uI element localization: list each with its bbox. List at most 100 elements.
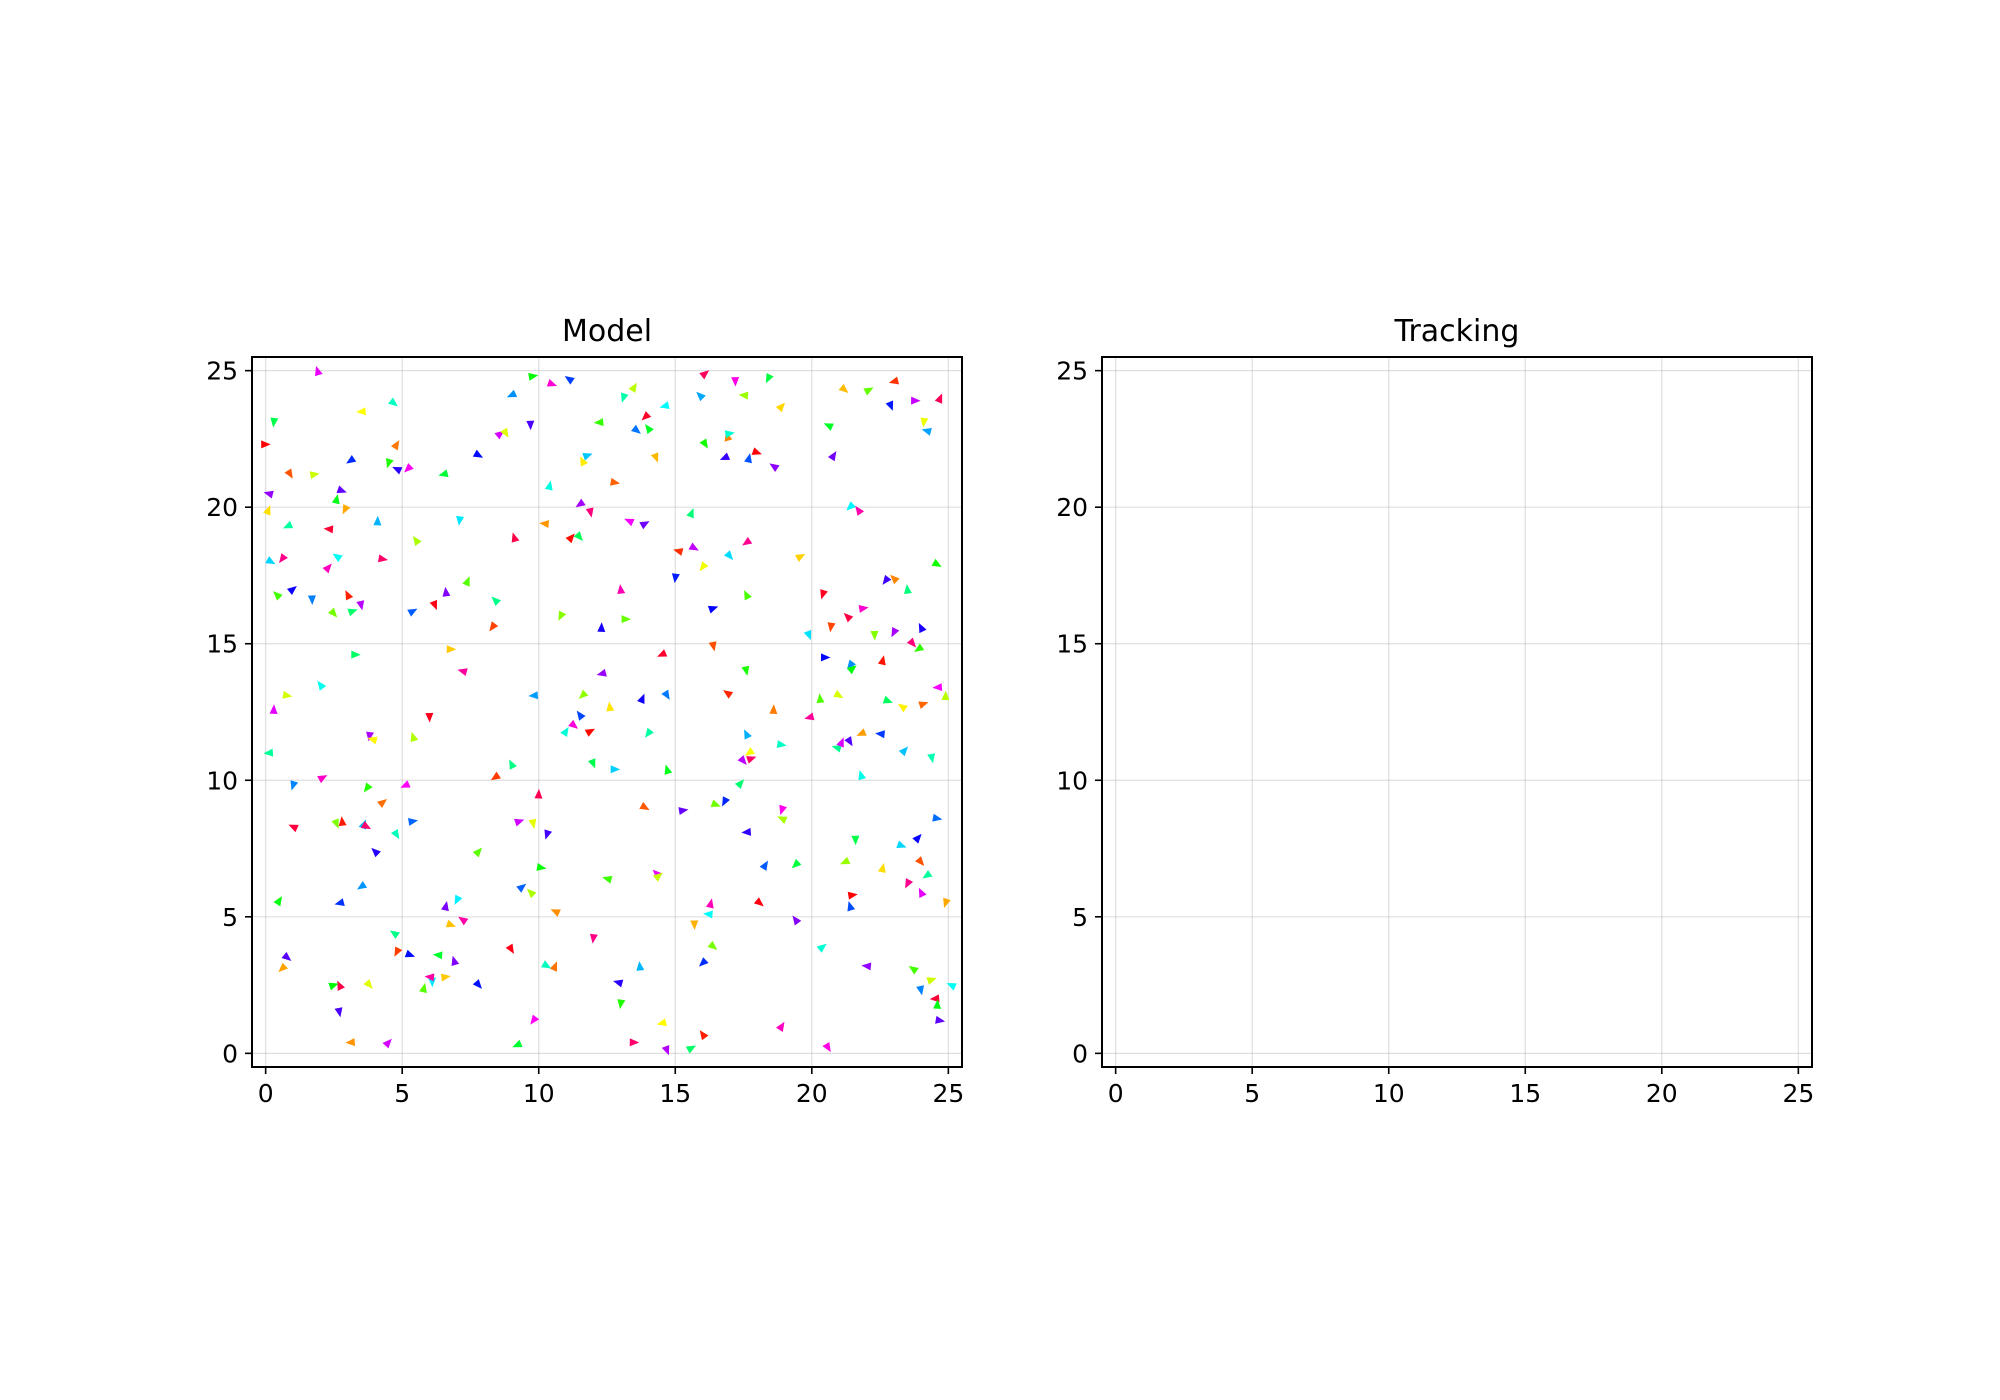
data-point [628, 382, 637, 393]
data-point [530, 1014, 540, 1025]
data-point [456, 515, 465, 526]
data-point [914, 643, 925, 652]
chart-title: Tracking [1394, 314, 1520, 349]
data-point [820, 589, 828, 600]
data-point [400, 780, 411, 788]
data-point [269, 704, 278, 714]
data-point [334, 898, 345, 906]
data-point [742, 536, 753, 546]
data-point [897, 703, 908, 713]
data-point [428, 977, 437, 988]
data-point [620, 392, 629, 403]
data-point [602, 875, 613, 884]
data-point [855, 505, 865, 516]
data-point [630, 424, 641, 434]
data-point [639, 801, 650, 811]
y-tick-label: 20 [206, 493, 238, 522]
data-point [915, 856, 925, 866]
data-point [357, 880, 368, 890]
data-point [584, 728, 595, 737]
data-point [741, 665, 750, 676]
data-point [664, 764, 673, 775]
data-point [560, 726, 569, 738]
data-point [719, 452, 731, 461]
data-point [454, 894, 463, 905]
data-point [446, 645, 457, 654]
data-point [565, 533, 575, 544]
data-point [472, 449, 484, 458]
data-point [882, 695, 893, 704]
data-point [905, 878, 914, 889]
data-point [636, 961, 645, 971]
data-point [526, 420, 535, 431]
data-point [843, 612, 854, 623]
data-point [931, 558, 942, 567]
data-point [356, 407, 367, 416]
data-point [846, 659, 856, 670]
data-point [816, 943, 827, 953]
data-point [597, 622, 606, 632]
data-point [804, 712, 815, 721]
data-point [769, 704, 778, 714]
data-point [779, 804, 787, 816]
data-point [419, 982, 427, 994]
data-point [723, 550, 734, 561]
data-point [445, 919, 457, 928]
y-tick-label: 15 [1056, 630, 1088, 659]
data-point [844, 736, 853, 747]
data-point [827, 622, 836, 633]
data-point [650, 452, 659, 463]
data-point [795, 553, 806, 562]
data-point [776, 740, 787, 748]
data-point [377, 554, 389, 563]
data-point [624, 518, 635, 527]
data-point [885, 400, 894, 411]
data-point [918, 887, 927, 899]
data-point [441, 901, 449, 912]
x-tick-label: 15 [659, 1079, 691, 1108]
data-point [705, 898, 714, 909]
model-panel: Model 0 5 10 15 20 25 0 5 10 15 20 25 [206, 314, 964, 1108]
data-point [410, 731, 419, 743]
data-point [737, 755, 747, 765]
data-point [769, 463, 780, 473]
data-point [946, 982, 957, 991]
x-tick-label: 0 [258, 1079, 274, 1108]
data-point [546, 379, 558, 387]
data-point [593, 418, 604, 427]
data-point [896, 840, 907, 849]
data-point [290, 780, 299, 791]
data-point [261, 440, 271, 449]
data-point [617, 999, 626, 1010]
data-point [820, 653, 831, 662]
data-point [457, 668, 468, 677]
data-point [576, 710, 586, 721]
data-point [629, 1038, 640, 1047]
data-point [688, 542, 699, 551]
data-point [803, 629, 812, 641]
data-point [442, 586, 451, 597]
data-point [373, 515, 382, 526]
data-point [317, 680, 327, 691]
data-point [932, 813, 943, 822]
data-point [765, 372, 774, 384]
grid [1102, 357, 1812, 1067]
data-point [407, 608, 418, 617]
data-point [528, 372, 539, 381]
data-point [549, 961, 558, 972]
x-tick-label: 15 [1509, 1079, 1541, 1108]
data-point [558, 610, 567, 621]
data-point [851, 835, 860, 846]
data-point [792, 915, 802, 926]
data-point [707, 605, 719, 614]
data-point [671, 573, 680, 584]
data-point [489, 621, 499, 632]
data-point [903, 584, 912, 595]
data-point [440, 973, 451, 982]
data-point [282, 690, 293, 699]
data-point [528, 818, 537, 829]
data-point [906, 637, 917, 648]
data-point [472, 847, 483, 858]
data-point [877, 655, 886, 666]
x-tick-label: 20 [796, 1079, 828, 1108]
